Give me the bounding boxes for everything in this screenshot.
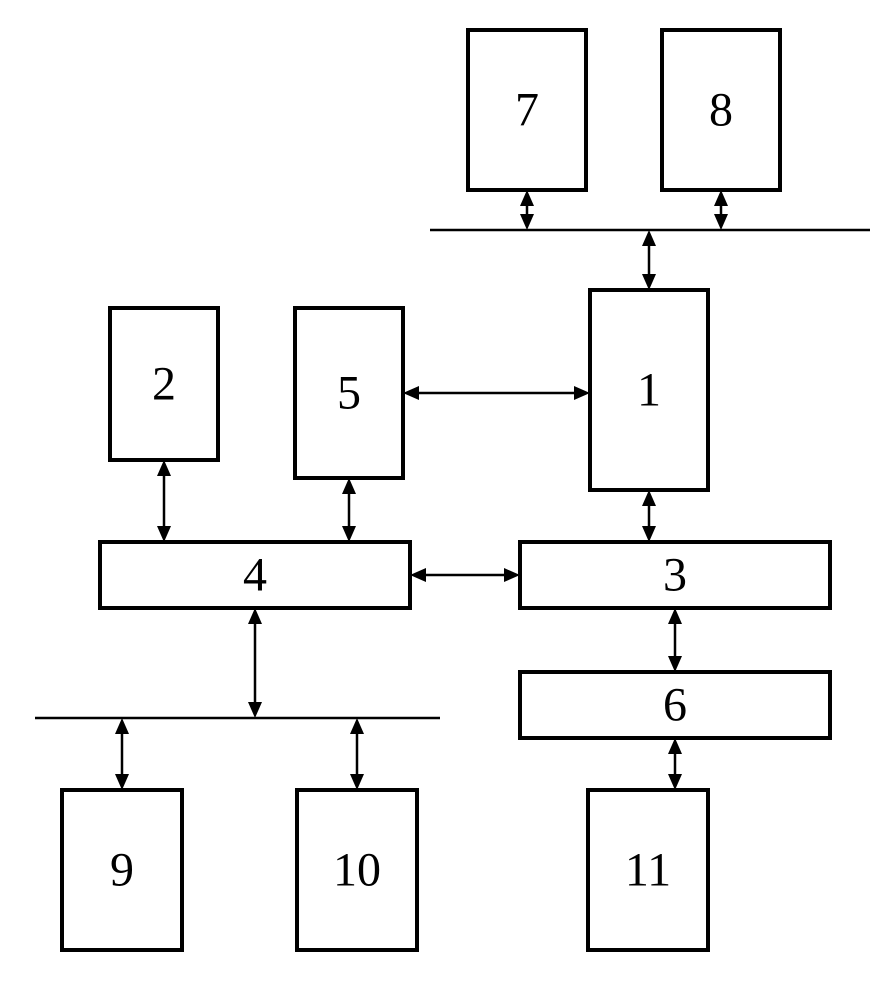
- block-10: 10: [297, 790, 417, 950]
- block-9: 9: [62, 790, 182, 950]
- edge: [350, 718, 364, 790]
- edge: [342, 478, 356, 542]
- block-3: 3: [520, 542, 830, 608]
- block-11: 11: [588, 790, 708, 950]
- block-7: 7: [468, 30, 586, 190]
- block-2: 2: [110, 308, 218, 460]
- block-label: 1: [637, 364, 661, 417]
- edge: [157, 460, 171, 542]
- block-label: 2: [152, 358, 176, 411]
- block-label: 6: [663, 679, 687, 732]
- block-6: 6: [520, 672, 830, 738]
- block-label: 7: [515, 84, 539, 137]
- block-label: 10: [333, 844, 381, 897]
- block-1: 1: [590, 290, 708, 490]
- edge: [115, 718, 129, 790]
- edge: [668, 608, 682, 672]
- edge: [668, 738, 682, 790]
- block-label: 9: [110, 844, 134, 897]
- block-label: 5: [337, 367, 361, 420]
- block-label: 11: [625, 844, 671, 897]
- block-4: 4: [100, 542, 410, 608]
- edge: [410, 568, 520, 582]
- edge: [520, 190, 534, 230]
- edge: [642, 490, 656, 542]
- block-5: 5: [295, 308, 403, 478]
- block-label: 3: [663, 549, 687, 602]
- block-8: 8: [662, 30, 780, 190]
- edge: [642, 230, 656, 290]
- block-label: 8: [709, 84, 733, 137]
- diagram-canvas: 7 8 1 5 2 4 3 6 9 10 11: [0, 0, 889, 1000]
- edge: [248, 608, 262, 718]
- edge: [714, 190, 728, 230]
- edge: [403, 386, 590, 400]
- block-label: 4: [243, 549, 267, 602]
